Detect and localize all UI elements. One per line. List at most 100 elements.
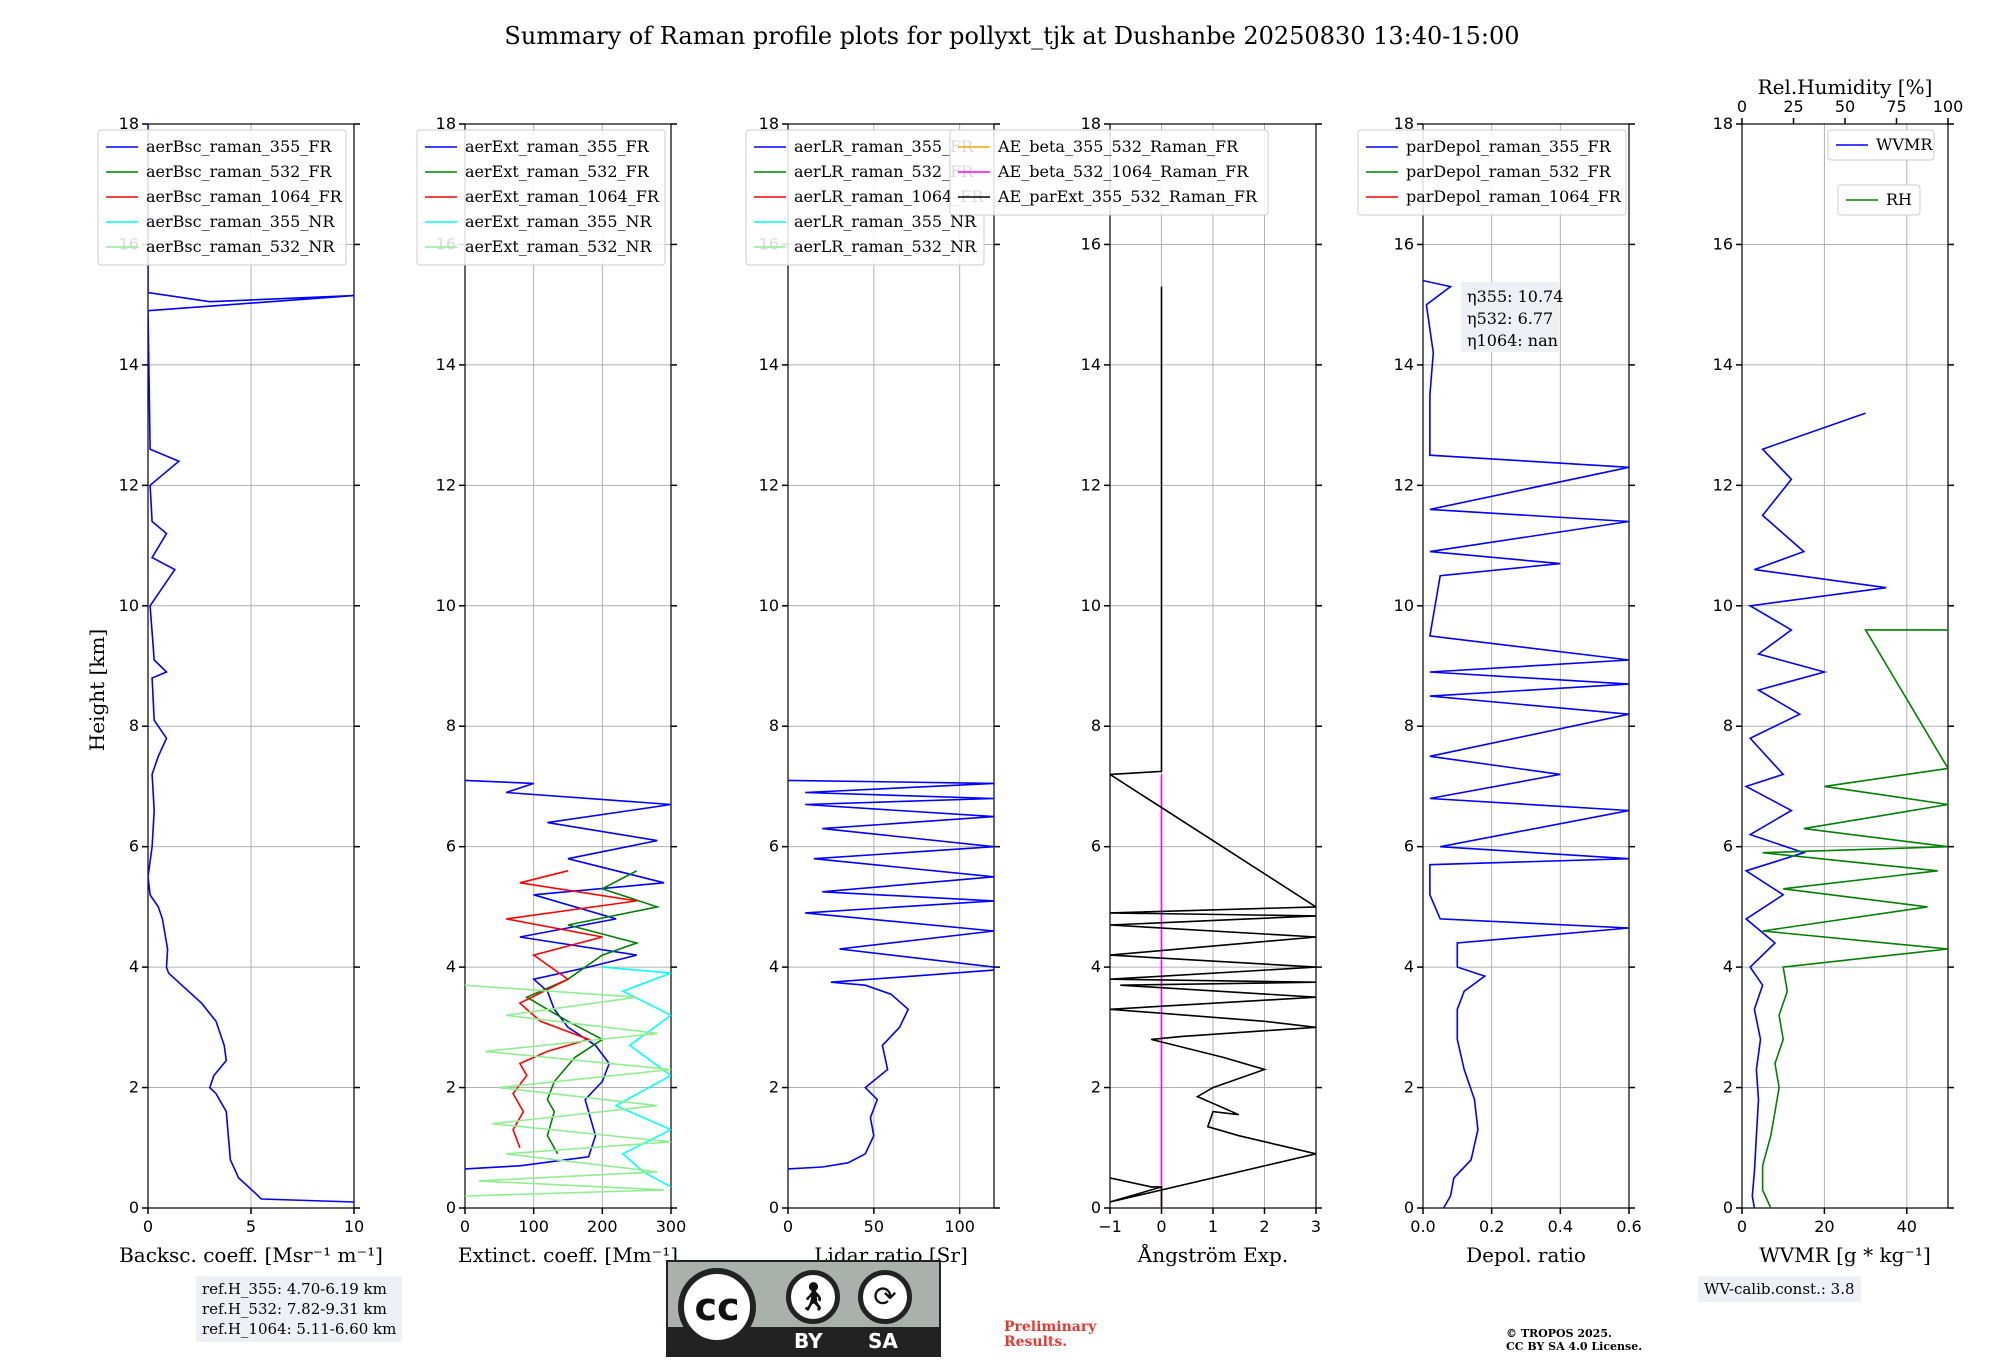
series-aerExt_raman_532_NR bbox=[465, 984, 671, 1197]
depol-annotation-line: η532: 6.77 bbox=[1467, 309, 1553, 328]
y-tick-label: 8 bbox=[1404, 716, 1414, 735]
depol-annotation-box bbox=[1461, 282, 1559, 352]
legend-entry: parDepol_raman_532_FR bbox=[1406, 162, 1612, 181]
x-tick-label: 20 bbox=[1814, 1217, 1834, 1236]
y-tick-label: 10 bbox=[759, 596, 779, 615]
legend-box bbox=[1357, 129, 1627, 216]
y-tick-label: 6 bbox=[446, 837, 456, 856]
copyright-note: © TROPOS 2025. CC BY SA 4.0 License. bbox=[1506, 1327, 1642, 1353]
legend-box bbox=[1827, 129, 1935, 161]
panel-extinction: 0246810121416180100200300Extinct. coeff.… bbox=[416, 114, 687, 1267]
x-tick-label: 0 bbox=[783, 1217, 793, 1236]
y-tick-label: 0 bbox=[1723, 1198, 1733, 1217]
ref-height-355: ref.H_355: 4.70-6.19 km bbox=[202, 1280, 387, 1298]
x-tick-label: −1 bbox=[1098, 1217, 1122, 1236]
y-tick-label: 14 bbox=[1081, 355, 1101, 374]
cc-logo-icon: cc bbox=[678, 1268, 756, 1346]
y-tick-label: 18 bbox=[1081, 114, 1101, 133]
cc-sa-label: SA bbox=[868, 1329, 898, 1353]
y-tick-label: 0 bbox=[446, 1198, 456, 1217]
x-tick-label: 5 bbox=[246, 1217, 256, 1236]
series-aerExt_raman_1064_FR bbox=[506, 870, 637, 1149]
x-tick-label: 300 bbox=[656, 1217, 687, 1236]
legend-entry: aerLR_raman_532_FR bbox=[794, 162, 974, 181]
legend-entry: aerExt_raman_355_FR bbox=[465, 137, 650, 156]
top-x-tick-label: 0 bbox=[1737, 97, 1747, 116]
y-tick-label: 12 bbox=[1081, 475, 1101, 494]
y-tick-label: 8 bbox=[769, 716, 779, 735]
top-x-tick-label: 75 bbox=[1886, 97, 1906, 116]
series-WVMR bbox=[1744, 412, 1887, 1208]
cc-by-label: BY bbox=[794, 1329, 823, 1353]
legend-box bbox=[1837, 184, 1921, 216]
y-tick-label: 6 bbox=[1404, 837, 1414, 856]
legend-entry: aerBsc_raman_532_NR bbox=[146, 237, 335, 256]
y-tick-label: 4 bbox=[1404, 957, 1414, 976]
top-axis-label: Rel.Humidity [%] bbox=[1758, 75, 1933, 99]
y-tick-label: 0 bbox=[1091, 1198, 1101, 1217]
y-tick-label: 18 bbox=[1394, 114, 1414, 133]
y-tick-label: 2 bbox=[1723, 1078, 1733, 1097]
series-aerBsc_raman_355_FR bbox=[148, 124, 354, 1203]
y-tick-label: 10 bbox=[1081, 596, 1101, 615]
legend-entry: AE_parExt_355_532_Raman_FR bbox=[997, 187, 1258, 206]
y-tick-label: 14 bbox=[759, 355, 779, 374]
y-tick-label: 2 bbox=[1091, 1078, 1101, 1097]
wv-calibration-box: WV-calib.const.: 3.8 bbox=[1698, 1276, 1861, 1302]
y-tick-label: 6 bbox=[769, 837, 779, 856]
x-axis-label: Ångström Exp. bbox=[1137, 1242, 1288, 1267]
y-tick-label: 2 bbox=[446, 1078, 456, 1097]
sa-share-alike-icon: ⟳ bbox=[858, 1270, 912, 1324]
x-tick-label: 10 bbox=[344, 1217, 364, 1236]
y-tick-label: 2 bbox=[129, 1078, 139, 1097]
legend-entry: aerExt_raman_1064_FR bbox=[465, 187, 660, 206]
y-tick-label: 18 bbox=[436, 114, 456, 133]
preliminary-results-note: Preliminary Results. bbox=[1004, 1320, 1096, 1350]
axes-frame bbox=[464, 123, 672, 1209]
y-tick-label: 8 bbox=[446, 716, 456, 735]
y-tick-label: 4 bbox=[129, 957, 139, 976]
legend-entry: aerLR_raman_1064_FR bbox=[794, 187, 984, 206]
x-tick-label: 1 bbox=[1208, 1217, 1218, 1236]
y-tick-label: 18 bbox=[119, 114, 139, 133]
y-tick-label: 2 bbox=[769, 1078, 779, 1097]
series-aerExt_raman_355_NR bbox=[602, 966, 671, 1188]
by-person-icon: 🚶︎ bbox=[786, 1270, 840, 1324]
x-axis-label: WVMR [g * kg⁻¹] bbox=[1759, 1243, 1931, 1267]
y-tick-label: 12 bbox=[119, 475, 139, 494]
legend-entry: parDepol_raman_355_FR bbox=[1406, 137, 1612, 156]
y-tick-label: 6 bbox=[1723, 837, 1733, 856]
y-tick-label: 0 bbox=[1404, 1198, 1414, 1217]
legend-entry: aerLR_raman_355_FR bbox=[794, 137, 974, 156]
y-tick-label: 6 bbox=[129, 837, 139, 856]
cc-license-badge: cc 🚶︎ ⟳ BY SA bbox=[666, 1260, 941, 1357]
y-tick-label: 12 bbox=[436, 475, 456, 494]
legend-box bbox=[97, 129, 347, 266]
wv-calibration-text: WV-calib.const.: 3.8 bbox=[1704, 1280, 1855, 1298]
axes-frame bbox=[1422, 123, 1630, 1209]
legend-entry: aerExt_raman_355_NR bbox=[465, 212, 653, 231]
x-tick-label: 0 bbox=[1737, 1217, 1747, 1236]
y-tick-label: 16 bbox=[1081, 234, 1101, 253]
y-tick-label: 4 bbox=[446, 957, 456, 976]
preliminary-line-2: Results. bbox=[1004, 1334, 1068, 1350]
legend-entry: WVMR bbox=[1876, 135, 1933, 154]
x-tick-label: 0 bbox=[143, 1217, 153, 1236]
y-tick-label: 0 bbox=[129, 1198, 139, 1217]
preliminary-line-1: Preliminary bbox=[1004, 1319, 1097, 1335]
legend-box bbox=[949, 129, 1269, 216]
series-RH bbox=[1761, 629, 1948, 1208]
y-tick-label: 10 bbox=[119, 596, 139, 615]
panel-depol: 0 2 4 6 8 10 12 14 16 18 0.0 0.2 0.4 0.6 Depol. ratio η… bbox=[1357, 114, 1642, 1267]
x-tick-label: 200 bbox=[587, 1217, 618, 1236]
y-tick-label: 8 bbox=[1723, 716, 1733, 735]
y-tick-label: 4 bbox=[1723, 957, 1733, 976]
y-tick-label: 8 bbox=[129, 716, 139, 735]
series-AE_parExt_355_532_Raman_FR bbox=[1110, 286, 1316, 1208]
axes-frame bbox=[787, 123, 995, 1209]
depol-annotation-line: η355: 10.74 bbox=[1467, 287, 1563, 306]
y-tick-label: 14 bbox=[436, 355, 456, 374]
x-axis-label: Backsc. coeff. [Msr⁻¹ m⁻¹] bbox=[119, 1243, 383, 1267]
